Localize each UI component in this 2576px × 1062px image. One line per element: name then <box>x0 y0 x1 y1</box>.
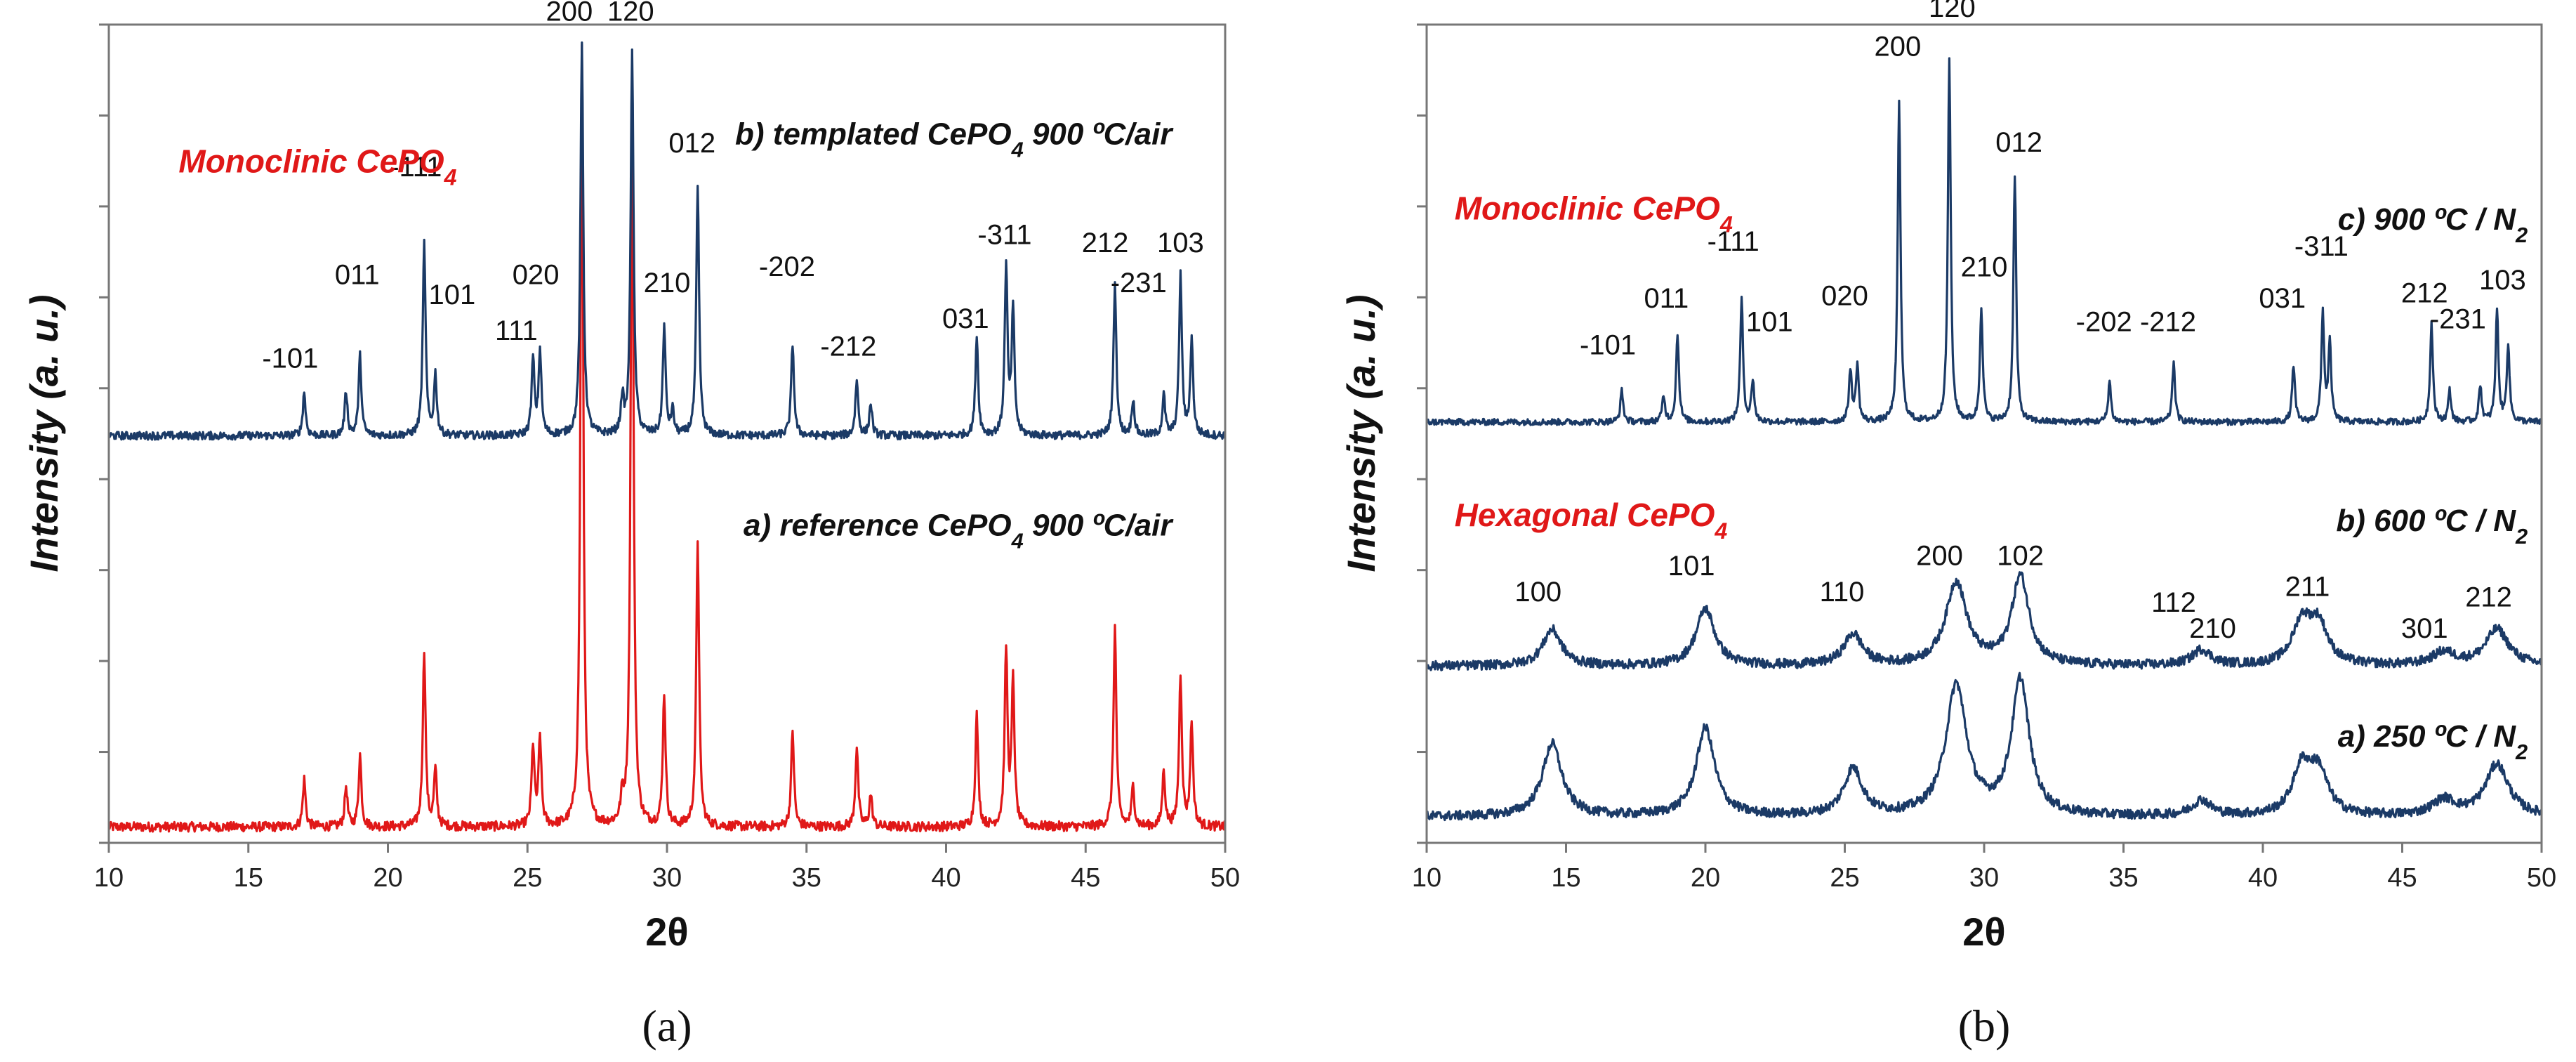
panel-b-trace-labels: a) 250 ºC / N2 b) 600 ºC / N2 c) 900 ºC / … <box>2336 202 2528 763</box>
x-tick-label: 25 <box>513 863 542 893</box>
panel-b-yticks <box>1417 23 1427 844</box>
panel-b-traces <box>1425 57 2543 822</box>
hkl-annotation: -311 <box>977 220 1031 251</box>
hkl-annotation: 031 <box>2259 283 2306 314</box>
panel-a-yticks <box>99 23 109 844</box>
x-tick-label: 15 <box>234 863 263 893</box>
hkl-annotation: 011 <box>1644 283 1689 314</box>
x-tick-label: 10 <box>94 863 124 893</box>
hkl-annotation: 212 <box>2465 582 2512 612</box>
hkl-annotation: -111 <box>1708 226 1759 257</box>
panel-a-annotations: -101 011 -111 101 111 020 200 120 210 012 -202 -212… <box>262 0 1203 374</box>
xrd-trace-3 <box>1426 57 2543 426</box>
hkl-annotation: -231 <box>2430 304 2486 335</box>
phase-label-1: Monoclinic CePO4 <box>178 143 456 190</box>
panel-a-xticks: 10 15 20 25 30 35 40 45 50 <box>94 843 1240 893</box>
hkl-annotation: 200 <box>546 0 593 27</box>
trace-label-2: b) templated CePO4 900 ºC/air <box>735 117 1174 162</box>
x-tick-label: 35 <box>792 863 821 893</box>
panel-b-xticks: 10 15 20 25 30 35 40 45 50 <box>1412 843 2556 893</box>
hkl-annotation: 101 <box>1668 551 1715 582</box>
hkl-annotation: -202 <box>759 251 815 282</box>
hkl-annotation: -231 <box>1111 268 1167 299</box>
x-tick-label: 20 <box>373 863 402 893</box>
hkl-annotation: 210 <box>1961 252 2008 283</box>
hkl-annotation: 120 <box>1929 0 1976 23</box>
panel-a-y-axis-title: Intensity (a. u.) <box>22 294 66 572</box>
panel-a-phase-labels: Monoclinic CePO4 <box>178 143 456 190</box>
hkl-annotation: 210 <box>644 268 691 299</box>
hkl-annotation: -101 <box>262 343 318 374</box>
hkl-annotation: -111 <box>390 152 442 183</box>
hkl-annotation: -212 <box>820 332 876 362</box>
trace-label-2: b) 600 ºC / N2 <box>2336 504 2528 549</box>
hkl-annotation: 103 <box>1157 228 1204 258</box>
hkl-annotation: 031 <box>942 303 989 334</box>
hkl-annotation: 110 <box>1820 577 1865 608</box>
trace-label-1: a) 250 ºC / N2 <box>2338 719 2528 764</box>
hkl-annotation: 011 <box>335 259 380 290</box>
hkl-annotation: -311 <box>2294 231 2349 262</box>
x-tick-label: 15 <box>1551 863 1580 893</box>
x-tick-label: 45 <box>1071 863 1100 893</box>
hkl-annotation: 120 <box>607 0 654 27</box>
hkl-annotation: 111 <box>495 315 538 346</box>
hkl-annotation: 200 <box>1916 540 1963 571</box>
hkl-annotation: -212 <box>2140 306 2196 337</box>
hkl-annotation: 112 <box>2151 587 2196 618</box>
panel-b-label: (b) <box>1958 1001 2011 1051</box>
hkl-annotation: 212 <box>1082 228 1129 258</box>
hkl-annotation: 020 <box>513 259 560 290</box>
panel-b-y-axis-title: Intensity (a. u.) <box>1339 294 1383 572</box>
hkl-annotation: 212 <box>2401 278 2448 309</box>
trace-label-3: c) 900 ºC / N2 <box>2338 202 2528 247</box>
hkl-annotation: 211 <box>2285 572 2330 603</box>
hkl-annotation: -101 <box>1580 330 1636 361</box>
xrd-trace-1 <box>1425 671 2543 822</box>
hkl-annotation: 103 <box>2479 265 2526 296</box>
trace-label-1: a) reference CePO4 900 ºC/air <box>744 508 1174 553</box>
x-tick-label: 10 <box>1412 863 1441 893</box>
x-tick-label: 35 <box>2108 863 2138 893</box>
xrd-trace-2 <box>1425 571 2543 671</box>
panel-a-label: (a) <box>642 1001 692 1051</box>
hkl-annotation: 012 <box>668 128 715 159</box>
hkl-annotation: 100 <box>1514 577 1561 608</box>
x-tick-label: 30 <box>652 863 682 893</box>
x-tick-label: 40 <box>2248 863 2278 893</box>
x-tick-label: 30 <box>1969 863 1999 893</box>
panel-b-x-axis-title: 2θ <box>1962 910 2005 954</box>
hkl-annotation: 210 <box>2189 613 2236 644</box>
panel-b-phase-labels: Monoclinic CePO4 Hexagonal CePO4 <box>1455 190 1733 543</box>
hkl-annotation: 012 <box>1995 127 2042 158</box>
phase-label-2: Hexagonal CePO4 <box>1455 497 1728 544</box>
x-tick-label: 40 <box>931 863 960 893</box>
panel-a-traces <box>107 41 1227 833</box>
hkl-annotation: 101 <box>429 280 476 310</box>
x-tick-label: 20 <box>1691 863 1720 893</box>
phase-label-1: Monoclinic CePO4 <box>1455 190 1733 237</box>
xrd-trace-2 <box>107 41 1227 441</box>
hkl-annotation: 200 <box>1875 31 1922 62</box>
panel-a-trace-labels: a) reference CePO4 900 ºC/air b) template… <box>735 117 1174 552</box>
x-tick-label: 50 <box>1210 863 1240 893</box>
x-tick-label: 45 <box>2387 863 2417 893</box>
hkl-annotation: -202 <box>2076 306 2132 337</box>
hkl-annotation: 020 <box>1821 280 1868 311</box>
x-tick-label: 25 <box>1830 863 1859 893</box>
panel-a: 10 15 20 25 30 35 40 45 50 -101 011 -111 101 111 020 2… <box>22 0 1240 1051</box>
hkl-annotation: 101 <box>1746 306 1793 337</box>
hkl-annotation: 102 <box>1997 540 2044 571</box>
panel-a-x-axis-title: 2θ <box>645 910 688 954</box>
xrd-trace-1 <box>107 44 1227 833</box>
hkl-annotation: 301 <box>2401 613 2448 644</box>
x-tick-label: 50 <box>2527 863 2556 893</box>
